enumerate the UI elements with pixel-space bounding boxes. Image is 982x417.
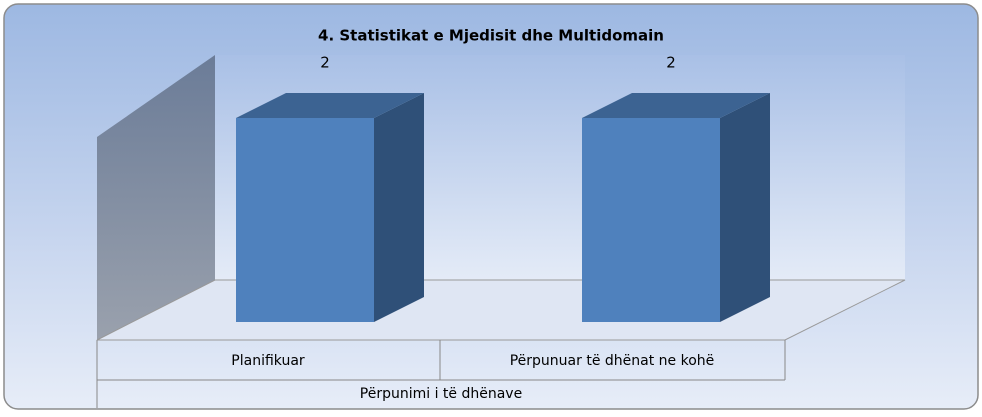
bar-front: [582, 118, 720, 322]
bar-side: [720, 93, 770, 322]
floor: [96, 279, 906, 341]
group-label: Përpunimi i të dhënave: [360, 386, 522, 402]
bar-top: [582, 93, 770, 118]
chart-title: 4. Statistikat e Mjedisit dhe Multidomai…: [318, 27, 664, 45]
side-wall: [97, 55, 215, 340]
bar-front: [236, 118, 374, 322]
bar: [236, 93, 424, 322]
category-box: [96, 340, 786, 408]
x-tick-label: Planifikuar: [231, 353, 305, 369]
x-tick-label: Përpunuar të dhënat ne kohë: [510, 353, 715, 369]
bar-top: [236, 93, 424, 118]
data-label: 2: [666, 54, 676, 72]
data-label: 2: [320, 54, 330, 72]
bar-side: [374, 93, 424, 322]
bar: [582, 93, 770, 322]
